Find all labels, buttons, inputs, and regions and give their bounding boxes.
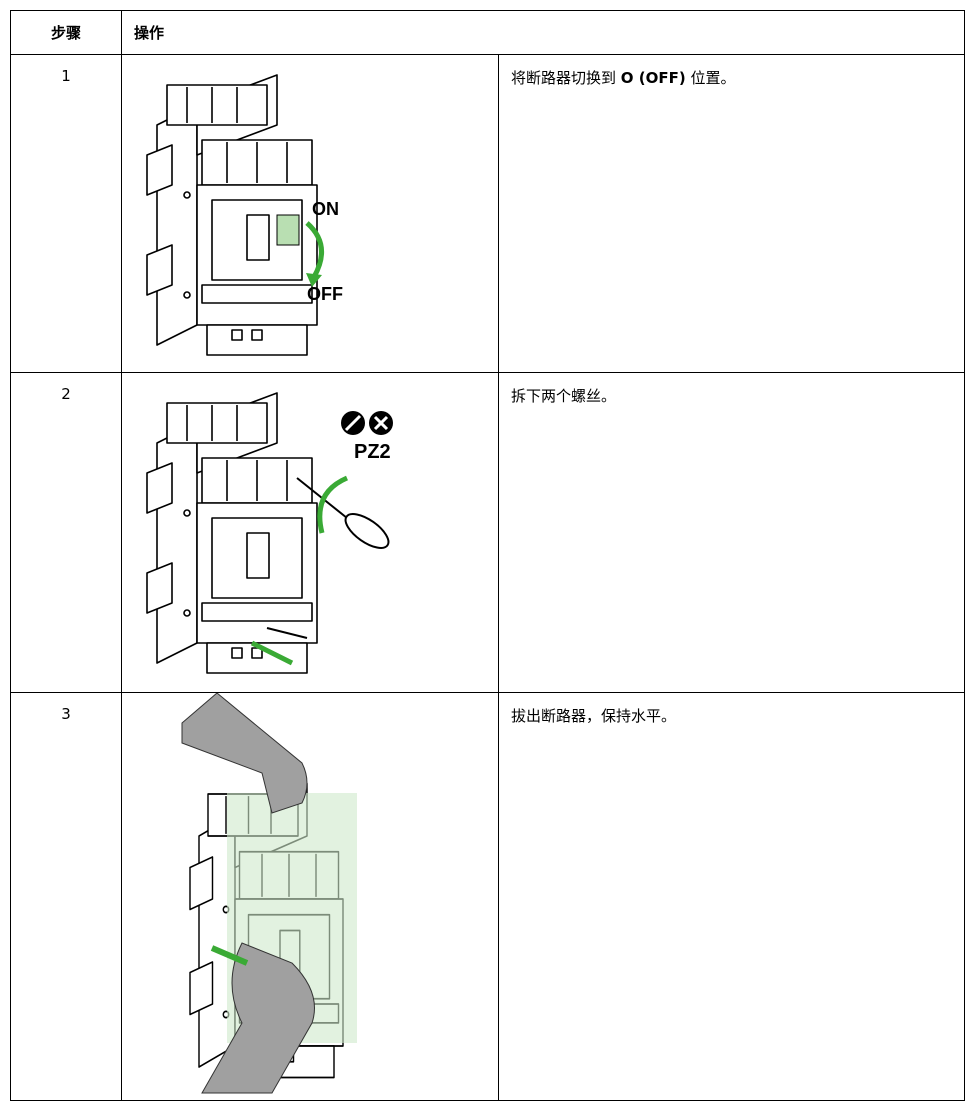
row: 1 ON OFF 将断路器切换到 O (OFF) 位置。 bbox=[10, 54, 966, 373]
figure-cell: PZ2 bbox=[121, 372, 499, 693]
breaker bbox=[146, 392, 318, 674]
header-row: 步骤 操作 bbox=[10, 10, 966, 55]
screw bbox=[266, 627, 308, 639]
arrow bbox=[210, 945, 249, 966]
row: 3 拔出断路器，保持水平。 bbox=[10, 692, 966, 1101]
step-number: 2 bbox=[10, 372, 122, 693]
arrowhead bbox=[306, 273, 322, 287]
steps-table: 步骤 操作 1 ON OFF 将断路器切换到 O (OFF) 位置。 2 bbox=[10, 10, 966, 1101]
text-segment: 拆下两个螺丝。 bbox=[511, 387, 617, 405]
description: 拆下两个螺丝。 bbox=[497, 372, 966, 693]
header-cell: 操作 bbox=[120, 10, 966, 55]
figure: PZ2 bbox=[146, 392, 393, 674]
description: 将断路器切换到 O (OFF) 位置。 bbox=[497, 54, 966, 373]
header-cell: 步骤 bbox=[10, 10, 122, 55]
hand bbox=[201, 942, 315, 1094]
arrow bbox=[317, 475, 349, 534]
figure-cell bbox=[121, 692, 499, 1101]
text-segment: O (OFF) bbox=[620, 69, 686, 87]
arrow bbox=[250, 640, 294, 666]
step-number: 1 bbox=[10, 54, 122, 373]
description: 拔出断路器，保持水平。 bbox=[497, 692, 966, 1101]
figure bbox=[181, 693, 357, 1094]
figure-cell: ON OFF bbox=[121, 54, 499, 373]
text-segment: 将断路器切换到 bbox=[511, 69, 621, 87]
row: 2 PZ2 拆下两个螺丝。 bbox=[10, 372, 966, 693]
figure-label: PZ2 bbox=[354, 441, 391, 463]
arrow bbox=[305, 221, 325, 279]
step-number: 3 bbox=[10, 692, 122, 1101]
figure: ON OFF bbox=[146, 74, 343, 356]
hand bbox=[181, 693, 308, 814]
text-segment: 拔出断路器，保持水平。 bbox=[511, 707, 677, 725]
figure-label: ON bbox=[312, 199, 339, 219]
text-segment: 位置。 bbox=[685, 69, 736, 87]
handle bbox=[276, 214, 300, 246]
figure-label: OFF bbox=[307, 284, 343, 304]
